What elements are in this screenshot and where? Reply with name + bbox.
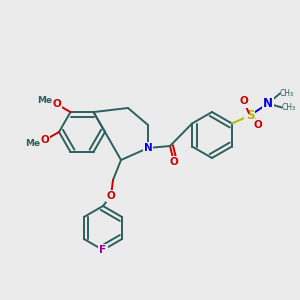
Text: O: O bbox=[40, 135, 50, 145]
Text: CH₃: CH₃ bbox=[282, 103, 296, 112]
Text: O: O bbox=[52, 99, 61, 109]
Text: S: S bbox=[246, 109, 254, 122]
Text: O: O bbox=[169, 157, 178, 167]
Text: Me: Me bbox=[37, 96, 52, 105]
Text: F: F bbox=[99, 245, 106, 255]
Text: N: N bbox=[263, 97, 273, 110]
Text: O: O bbox=[106, 191, 116, 201]
Text: Me: Me bbox=[26, 140, 40, 148]
Text: O: O bbox=[254, 121, 262, 130]
Text: N: N bbox=[144, 143, 152, 153]
Text: CH₃: CH₃ bbox=[280, 89, 294, 98]
Text: O: O bbox=[239, 97, 248, 106]
